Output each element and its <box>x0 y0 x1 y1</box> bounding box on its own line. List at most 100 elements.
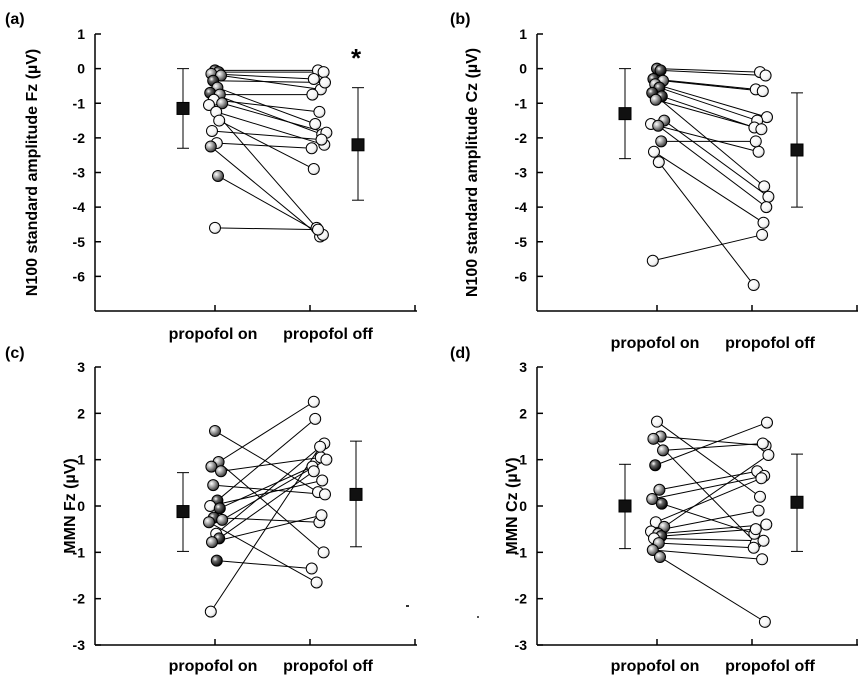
y-tick-label: -4 <box>515 199 528 215</box>
data-point-propofol-off <box>757 534 770 547</box>
y-tick-label: -3 <box>515 637 528 653</box>
pair-line <box>213 517 320 523</box>
y-tick-label: -2 <box>73 591 86 607</box>
data-point-propofol-off <box>756 85 769 98</box>
pair-line <box>662 442 763 451</box>
data-point-propofol-on <box>649 459 662 472</box>
pair-line <box>652 234 763 262</box>
data-point-propofol-on <box>205 460 218 473</box>
y-tick-label: 3 <box>519 359 527 375</box>
y-tick-label: -3 <box>73 637 86 653</box>
pair-line <box>653 151 764 224</box>
pair-line <box>663 120 769 198</box>
pair-line <box>653 78 756 90</box>
data-point-propofol-off <box>757 216 770 229</box>
data-point-propofol-off <box>747 279 760 292</box>
pair-line <box>655 99 762 130</box>
y-tick-label: -5 <box>515 234 528 250</box>
data-point-propofol-off <box>754 490 766 503</box>
data-point-propofol-off <box>319 488 331 501</box>
pair-line <box>210 92 323 135</box>
data-point-propofol-off <box>762 190 775 203</box>
pair-line <box>650 123 759 153</box>
pair-line <box>210 146 321 237</box>
data-point-propofol-on <box>655 135 668 148</box>
data-point-propofol-on <box>203 516 215 529</box>
pair-line <box>660 69 766 77</box>
pair-line <box>218 461 324 553</box>
y-tick-label: 0 <box>77 498 85 514</box>
data-point-propofol-off <box>317 66 330 79</box>
pair-line <box>656 421 761 498</box>
data-point-propofol-off <box>307 73 320 86</box>
data-point-propofol-off <box>319 76 331 89</box>
data-point-propofol-on <box>207 479 220 492</box>
y-tick-label: -1 <box>515 95 528 111</box>
pair-line <box>211 130 322 141</box>
stray-dot <box>406 605 409 607</box>
data-point-propofol-on <box>204 140 217 153</box>
data-point-propofol-on <box>649 93 662 106</box>
pair-line <box>651 92 765 187</box>
data-point-propofol-off <box>305 562 318 575</box>
data-point-propofol-on <box>209 424 221 437</box>
chart-panel-b: 1 0 -1 -2 -3 -4 -5 -6 propofol on propofol off N10… <box>450 11 858 352</box>
mean-marker-on <box>618 499 632 513</box>
pair-line <box>211 401 315 468</box>
pair-line <box>215 443 325 535</box>
data-point-propofol-off <box>307 163 320 176</box>
chart-panel-c: 3 2 1 0 -1 -2 -3 propofol on propofol off MMN Fz … <box>5 345 417 675</box>
pair-line <box>661 95 755 128</box>
data-point-propofol-off <box>312 223 324 236</box>
data-point-propofol-on <box>206 124 218 137</box>
data-point-propofol-on <box>646 254 659 267</box>
data-point-propofol-off <box>759 69 772 82</box>
pair-line <box>214 227 319 231</box>
data-point-propofol-on <box>651 415 663 428</box>
data-point-propofol-on <box>654 550 666 563</box>
pair-line <box>218 120 315 170</box>
pair-line <box>658 161 755 286</box>
data-point-propofol-off <box>309 412 322 425</box>
data-point-propofol-off <box>749 523 762 536</box>
x-category-label: propofol on <box>611 335 700 352</box>
y-tick-label: -2 <box>73 130 86 146</box>
data-point-propofol-off <box>306 88 319 101</box>
y-tick-label: -3 <box>515 165 528 181</box>
y-tick-label: -2 <box>515 130 528 146</box>
x-category-label: propofol off <box>725 335 815 352</box>
pair-line <box>217 175 324 236</box>
y-tick-label: 2 <box>519 405 527 421</box>
x-category-label: propofol on <box>169 326 258 343</box>
pair-line <box>214 430 319 493</box>
pair-line <box>210 480 323 507</box>
mean-marker-on <box>176 101 190 115</box>
data-point-propofol-off <box>758 180 771 193</box>
data-point-propofol-off <box>320 453 333 466</box>
pair-line <box>655 477 762 523</box>
pair-line <box>216 560 312 570</box>
y-axis-title: MMN Cz (µV) <box>504 457 521 554</box>
x-category-label: propofol on <box>169 658 258 675</box>
data-point-propofol-on <box>209 221 221 234</box>
data-point-propofol-off <box>761 416 773 429</box>
data-point-propofol-on <box>206 536 218 549</box>
pair-line <box>653 537 764 542</box>
data-point-propofol-on <box>216 513 229 526</box>
pair-line <box>219 466 313 509</box>
y-tick-label: -2 <box>515 591 528 607</box>
x-category-label: propofol off <box>725 658 815 675</box>
y-axis-title: N100 standard amplitude Cz (µV) <box>464 48 481 297</box>
mean-marker-off <box>790 495 804 509</box>
pair-line <box>659 87 758 122</box>
mean-marker-off <box>351 138 365 152</box>
pair-line <box>656 68 761 73</box>
pair-line <box>661 528 756 537</box>
y-tick-label: -5 <box>73 234 86 250</box>
y-tick-label: 3 <box>77 359 85 375</box>
chart-panel-a: 1 0 -1 -2 -3 -4 -5 -6 propofol on propofol off N10… <box>5 11 417 343</box>
y-axis-title: N100 standard amplitude Fz (µV) <box>24 49 41 296</box>
data-point-propofol-on <box>648 145 660 158</box>
data-point-propofol-on <box>215 465 227 478</box>
